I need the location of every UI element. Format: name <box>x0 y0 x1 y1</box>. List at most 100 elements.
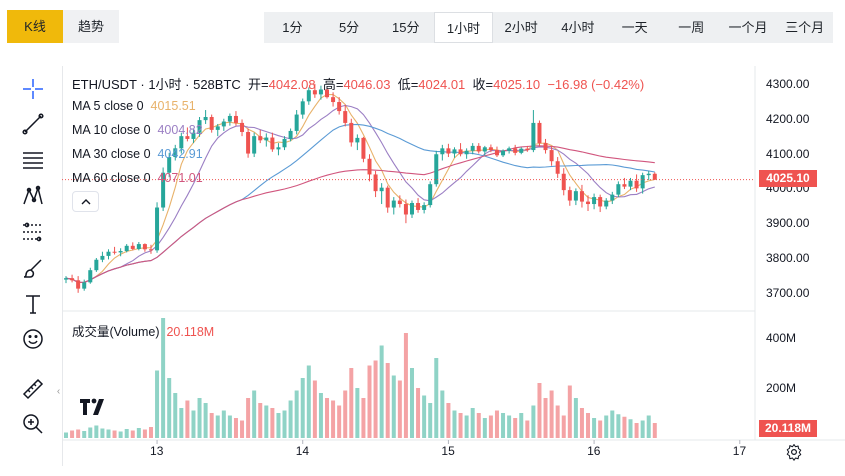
price-tick-6: 3700.00 <box>766 285 810 300</box>
candle-body <box>318 89 323 95</box>
interval-1mo[interactable]: 一个月 <box>728 20 768 35</box>
volume-bar <box>209 413 214 438</box>
candle-body <box>209 117 214 130</box>
candle-body <box>446 148 451 154</box>
candle-body <box>94 259 99 271</box>
candle-body <box>82 282 87 289</box>
brush-icon[interactable] <box>19 254 47 282</box>
candle-body <box>531 122 536 151</box>
volume-bar <box>628 419 633 438</box>
high-value: 4046.03 <box>343 77 391 92</box>
fibonacci-icon[interactable] <box>19 218 47 246</box>
candle-body <box>586 201 591 205</box>
volume-bar <box>124 429 129 438</box>
price-tick-1: 4200.00 <box>766 111 810 126</box>
interval-1h[interactable]: 1小时 <box>434 12 493 43</box>
candle-body <box>403 204 408 215</box>
toolbar-collapse-handle[interactable]: ‹ <box>56 386 61 397</box>
volume-bar <box>306 365 311 438</box>
ma10-line <box>65 104 655 283</box>
volume-bar <box>88 427 93 438</box>
interval-3mo[interactable]: 三个月 <box>785 20 825 35</box>
candle-body <box>428 184 433 206</box>
crosshair-icon[interactable] <box>19 75 47 103</box>
ma60-label: MA 60 close 0 <box>72 171 151 185</box>
change-value: −16.98 (−0.42%) <box>547 77 645 92</box>
volume-bar <box>573 398 578 438</box>
volume-bar <box>507 415 512 438</box>
last-price-tag: 4025.10 <box>759 170 817 187</box>
ma60-line <box>65 145 655 283</box>
candle-body <box>343 111 348 123</box>
candle-body <box>561 173 566 191</box>
candle-body <box>476 145 481 152</box>
volume-bar <box>264 405 269 438</box>
volume-bar <box>112 430 117 438</box>
volume-bar <box>519 413 524 438</box>
candle-body <box>610 194 615 201</box>
interval-4h[interactable]: 4小时 <box>561 20 595 35</box>
volume-bar <box>282 410 287 438</box>
ma10-value: 4004.82 <box>157 123 203 137</box>
ma60-legend: MA 60 close 0 4071.01 <box>72 171 203 185</box>
candle-body <box>312 90 317 95</box>
volume-bar <box>549 390 554 438</box>
interval-2h[interactable]: 2小时 <box>504 20 538 35</box>
interval-selector: 1分 5分 15分 1小时 2小时 4小时 一天 一周 一个月 三个月 <box>264 12 833 43</box>
price-tick-5: 3800.00 <box>766 251 810 265</box>
volume-bar <box>288 400 293 438</box>
close-label: 收= <box>472 77 494 92</box>
volume-bar <box>422 395 427 438</box>
candle-body <box>167 157 172 173</box>
volume-bar <box>458 413 463 438</box>
volume-bar <box>416 388 421 438</box>
volume-bar <box>118 431 123 438</box>
pattern-icon[interactable] <box>19 182 47 210</box>
volume-bar <box>76 429 81 438</box>
ruler-icon[interactable] <box>19 375 47 403</box>
candle-body <box>148 249 153 251</box>
interval-5m[interactable]: 5分 <box>338 20 360 35</box>
emoji-icon[interactable] <box>19 325 47 353</box>
candle-body <box>488 147 493 151</box>
candle-body <box>124 245 129 252</box>
candle-body <box>246 131 251 154</box>
volume-bar <box>646 415 651 438</box>
candle-body <box>385 187 390 208</box>
price-tick-0: 4300.00 <box>766 76 810 91</box>
grid <box>156 440 741 444</box>
interval-1w[interactable]: 一周 <box>678 20 705 35</box>
candle-body <box>543 143 548 151</box>
candle-body <box>494 150 499 156</box>
interval-1d[interactable]: 一天 <box>621 20 648 35</box>
volume-bar <box>233 418 238 438</box>
volume-bar <box>598 420 603 438</box>
text-icon[interactable] <box>19 290 47 318</box>
interval-1m[interactable]: 1分 <box>282 20 303 35</box>
volume-bar <box>555 405 560 438</box>
candle-body <box>88 270 93 283</box>
volume-tick-1: 200M <box>766 381 797 395</box>
candle-body <box>337 102 342 112</box>
volume-bar <box>215 415 220 438</box>
zoom-icon[interactable] <box>19 410 47 438</box>
volume-tick-0: 400M <box>766 331 797 345</box>
candle-body <box>507 148 512 151</box>
tab-trend[interactable]: 趋势 <box>63 10 119 43</box>
volume-bar <box>543 398 548 438</box>
candle-body <box>361 137 366 159</box>
settings-gear-icon[interactable] <box>785 443 803 461</box>
volume-bar <box>252 390 257 438</box>
trend-line-icon[interactable] <box>19 110 47 138</box>
volume-bar <box>203 403 208 438</box>
candle-body <box>252 136 257 154</box>
interval-15m[interactable]: 15分 <box>392 20 420 35</box>
tab-kline[interactable]: K线 <box>7 10 63 43</box>
candle-body <box>240 122 245 132</box>
candle-body <box>646 173 651 176</box>
volume-bar <box>428 403 433 438</box>
horizontal-lines-icon[interactable] <box>19 146 47 174</box>
collapse-legend-button[interactable] <box>72 191 99 212</box>
volume-bar <box>197 398 202 438</box>
